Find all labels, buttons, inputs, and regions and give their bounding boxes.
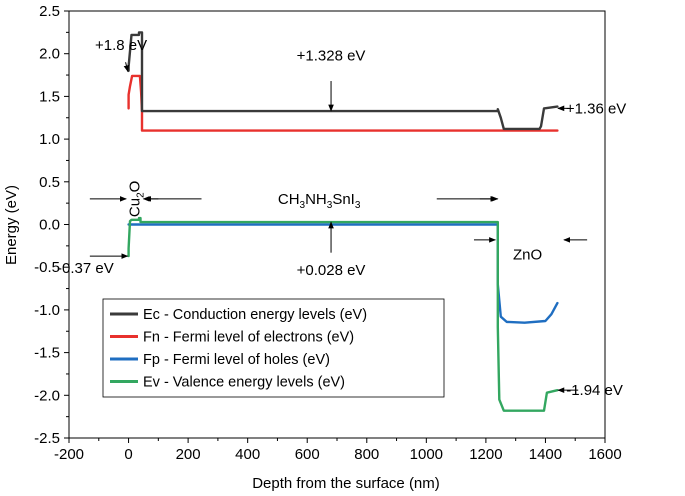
x-tick-label: 1000: [410, 446, 443, 463]
legend-label-3: Ev - Valence energy levels (eV): [143, 375, 345, 391]
y-tick-label: 1.0: [39, 131, 60, 148]
annotation-arrow: [123, 62, 130, 73]
region-label-zno: ZnO: [513, 246, 542, 263]
y-axis-title: Energy (eV): [3, 185, 20, 265]
y-tick-label: -1.5: [34, 345, 60, 362]
y-tick-label: 0.0: [39, 217, 60, 234]
annotation-label: +1.328 eV: [297, 47, 366, 64]
series-lines: [127, 31, 559, 412]
axes: -200 0 200 400 600 800 1000 1200 1400 1600 -2.5 -2.…: [34, 3, 622, 463]
annotation-label: +0.028 eV: [297, 262, 366, 279]
annotation-label: -1.94 eV: [566, 382, 623, 399]
y-tick-label: 0.5: [39, 174, 60, 191]
series-line-2: [127, 223, 559, 324]
legend-label-0: Ec - Conduction energy levels (eV): [143, 307, 367, 323]
annotations: +1.8 eV +1.328 eV +1.36 eV -0.37 eV +0.028 e…: [57, 37, 626, 399]
y-tick-label: -2.0: [34, 387, 60, 404]
x-tick-label: 1200: [469, 446, 502, 463]
series-line-1: [127, 74, 559, 132]
x-tick-label: 1400: [529, 446, 562, 463]
series-line-0: [127, 31, 559, 131]
x-tick-label: 200: [176, 446, 201, 463]
legend-label-1: Fn - Fermi level of electrons (eV): [143, 330, 354, 346]
x-tick-label: 600: [295, 446, 320, 463]
x-tick-label: -200: [54, 446, 84, 463]
x-axis-title: Depth from the surface (nm): [252, 475, 440, 492]
region-label-perovskite: CH3NH3SnI3: [278, 191, 361, 211]
annotation-label: +1.36 eV: [566, 100, 626, 117]
y-tick-label: -1.0: [34, 302, 60, 319]
x-tick-label: 800: [354, 446, 379, 463]
x-tick-label: 400: [235, 446, 260, 463]
legend-box: [102, 298, 445, 398]
y-tick-label: -0.5: [34, 259, 60, 276]
legend: Ec - Conduction energy levels (eV) Fn - F…: [102, 298, 445, 398]
annotation-label: +1.8 eV: [95, 37, 147, 54]
region-label-cu2o: Cu2O: [127, 181, 147, 217]
y-tick-label: 1.5: [39, 88, 60, 105]
y-tick-label: 2.0: [39, 46, 60, 63]
y-tick-label: 2.5: [39, 3, 60, 20]
x-tick-label: 1600: [588, 446, 621, 463]
annotation-label: -0.37 eV: [57, 260, 114, 277]
y-tick-label: -2.5: [34, 430, 60, 447]
legend-label-2: Fp - Fermi level of holes (eV): [143, 352, 330, 368]
x-tick-label: 0: [124, 446, 132, 463]
series-line-3: [127, 216, 559, 412]
